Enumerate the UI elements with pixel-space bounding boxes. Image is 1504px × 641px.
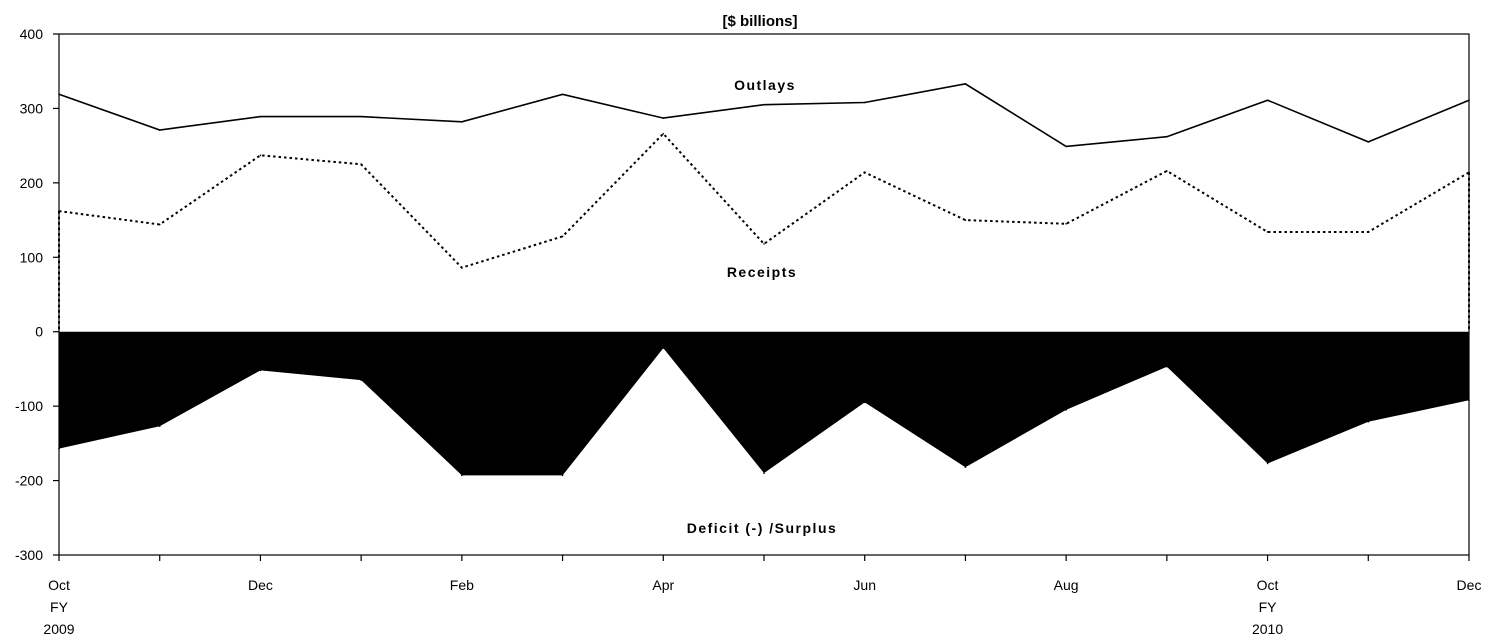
series-line-layer (58, 83, 1470, 332)
deficit-point (360, 379, 362, 381)
outlays-point (763, 103, 765, 106)
deficit-annotation: Deficit (-) /Surplus (687, 520, 838, 536)
outlays-point (863, 101, 866, 104)
x-tick-label: Feb (450, 577, 474, 593)
x-tick-label: Aug (1054, 577, 1079, 593)
deficit-point (561, 474, 564, 477)
receipts-annotation: Receipts (727, 264, 797, 280)
x-tick-sublabel: 2009 (43, 621, 74, 637)
receipts-point (561, 235, 564, 238)
outlays-point (1266, 99, 1269, 102)
x-tick-label: Dec (248, 577, 273, 593)
tick-label-layer: 400 300 200 100 0 -100 -200 -300 Oct Dec Feb Apr Jun… (15, 26, 1481, 637)
deficit-point (662, 347, 665, 349)
outlays-point (1367, 141, 1370, 143)
deficit-area (59, 331, 1469, 476)
deficit-point (259, 369, 262, 372)
deficit-point (1367, 420, 1370, 423)
y-tick-label: -300 (15, 547, 43, 563)
y-tick-label: 300 (20, 100, 44, 116)
x-tick-sublabel: FY (50, 599, 69, 615)
outlays-point (1065, 145, 1067, 148)
outlays-point (561, 93, 564, 96)
y-tick-label: 0 (35, 324, 43, 340)
deficit-point (863, 401, 866, 404)
y-tick-label: -200 (15, 473, 43, 489)
receipts-line (58, 132, 1470, 269)
outlays-point (1166, 135, 1168, 138)
axes (53, 33, 1470, 561)
x-tick-label: Jun (853, 577, 876, 593)
receipts-point (662, 132, 665, 135)
deficit-point (461, 474, 463, 477)
receipts-point (461, 266, 463, 269)
plot-frame (58, 33, 1470, 556)
receipts-point (259, 154, 262, 157)
outlays-point (360, 115, 362, 118)
chart-title: [$ billions] (723, 13, 798, 30)
receipts-point (1166, 170, 1168, 172)
y-tick-label: -100 (15, 398, 43, 414)
deficit-point (763, 472, 765, 474)
outlays-annotation: Outlays (734, 77, 796, 93)
deficit-point (1166, 365, 1168, 368)
deficit-area-layer (58, 331, 1470, 477)
outlays-point (964, 83, 967, 85)
receipts-point (1266, 231, 1269, 233)
outlays-point (461, 121, 463, 123)
receipts-point (1367, 231, 1370, 233)
receipts-point (763, 243, 765, 245)
x-tick-sublabel: 2010 (1252, 621, 1283, 637)
receipts-point (1065, 222, 1067, 225)
deficit-point (964, 466, 967, 468)
outlays-point (158, 129, 161, 131)
deficit-point (158, 425, 161, 428)
x-tick-label: Oct (1257, 577, 1279, 593)
deficit-point (1065, 409, 1067, 411)
receipts-point (964, 219, 967, 221)
x-tick-label: Apr (652, 577, 674, 593)
y-tick-label: 100 (20, 249, 44, 265)
x-tick-label: Dec (1457, 577, 1482, 593)
outlays-point (259, 115, 262, 118)
receipts-point (158, 223, 161, 226)
y-tick-label: 400 (20, 26, 44, 42)
receipts-point (360, 163, 362, 166)
x-tick-label: Oct (48, 577, 70, 593)
outlays-point (662, 117, 665, 119)
receipts-point (863, 171, 866, 174)
deficit-point (1266, 462, 1269, 465)
x-tick-sublabel: FY (1259, 599, 1278, 615)
outlays-line (58, 83, 1470, 148)
y-tick-label: 200 (20, 175, 44, 191)
